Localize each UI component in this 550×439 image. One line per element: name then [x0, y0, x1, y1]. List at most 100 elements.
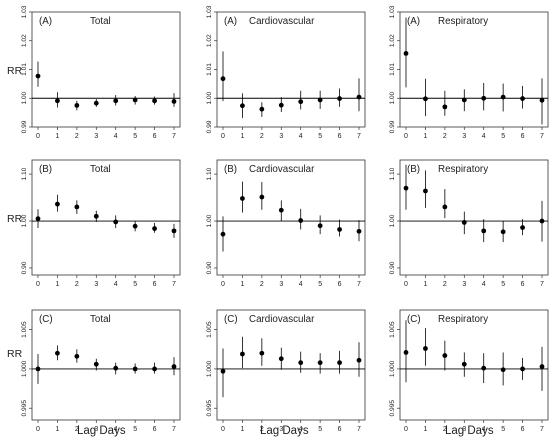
panel-b-2: 0.90 1.00 1.10 0 1 2 3 4 5 6 7 (B) Cardiovascular: [206, 159, 366, 288]
data-point: [356, 94, 362, 100]
x-tick-label: 1: [423, 133, 427, 140]
data-point: [35, 73, 41, 79]
x-tick-label: 4: [482, 281, 486, 288]
panel-frame: [31, 309, 181, 421]
data-point: [220, 231, 226, 237]
panel-title: Cardiovascular: [249, 16, 315, 27]
x-tick-label: 6: [521, 426, 525, 433]
data-point: [259, 106, 265, 112]
panel-label: (C): [39, 314, 53, 325]
data-point: [93, 361, 99, 367]
data-point: [298, 99, 304, 105]
data-point: [481, 365, 487, 371]
data-point: [337, 96, 342, 101]
y-tick-label: 0.90: [21, 261, 28, 274]
data-point: [35, 216, 41, 222]
y-tick-label: 1.000: [206, 360, 213, 377]
data-point: [74, 204, 80, 210]
x-tick-label: 1: [240, 281, 244, 288]
data-point: [278, 356, 284, 362]
x-tick-label: 4: [299, 133, 303, 140]
panel-label: (A): [407, 16, 420, 27]
y-tick-label: 0.90: [206, 261, 213, 274]
y-axis-label: RR: [7, 213, 23, 225]
x-tick-label: 0: [221, 281, 225, 288]
data-point: [171, 364, 177, 369]
panel-title: Cardiovascular: [249, 164, 315, 175]
panel-title: Respiratory: [438, 314, 488, 325]
x-tick-label: 6: [153, 426, 157, 433]
data-point: [423, 346, 428, 351]
data-point: [132, 97, 138, 103]
data-point: [93, 213, 99, 219]
data-point: [298, 360, 304, 366]
data-point: [240, 351, 245, 357]
x-tick-label: 3: [279, 133, 283, 140]
data-point: [423, 188, 428, 194]
x-tick-label: 4: [114, 133, 118, 140]
x-tick-label: 3: [462, 281, 466, 288]
panel-label: (C): [224, 314, 238, 325]
panel-frame: [216, 11, 366, 128]
data-point: [423, 96, 428, 102]
x-tick-label: 1: [55, 281, 59, 288]
x-tick-label: 1: [240, 133, 244, 140]
data-point: [259, 350, 265, 356]
x-tick-label: 2: [260, 281, 264, 288]
x-tick-label: 5: [501, 133, 505, 140]
data-point: [317, 97, 323, 103]
y-tick-label: 1.005: [206, 321, 213, 338]
data-point: [113, 219, 119, 225]
data-point: [539, 364, 545, 369]
x-tick-label: 2: [260, 426, 264, 433]
data-point: [220, 76, 226, 82]
panel-frame: [216, 159, 366, 276]
data-point: [278, 207, 284, 213]
x-tick-label: 3: [462, 133, 466, 140]
x-tick-label: 7: [357, 426, 361, 433]
y-tick-label: 1.02: [206, 34, 213, 47]
data-point: [171, 99, 177, 104]
data-point: [520, 96, 525, 101]
data-point: [240, 196, 245, 201]
x-tick-label: 2: [443, 426, 447, 433]
data-point: [461, 97, 467, 103]
x-tick-label: 3: [94, 281, 98, 288]
data-point: [152, 366, 157, 372]
y-axis-label: RR: [7, 348, 23, 360]
panel-frame: [216, 309, 366, 421]
x-tick-label: 5: [318, 281, 322, 288]
y-tick-label: 1.03: [206, 5, 213, 18]
data-point: [317, 223, 323, 229]
y-tick-label: 0.995: [389, 400, 396, 417]
x-tick-label: 0: [36, 133, 40, 140]
data-point: [461, 361, 467, 367]
data-point: [481, 95, 487, 101]
data-point: [461, 220, 467, 225]
data-point: [220, 368, 226, 374]
y-tick-label: 1.10: [206, 167, 213, 180]
x-tick-label: 6: [338, 133, 342, 140]
x-tick-label: 0: [36, 426, 40, 433]
x-tick-label: 5: [501, 281, 505, 288]
panel-frame: [31, 11, 181, 128]
panel-c-1: 0.995 1.000 1.005 0 1 2 3 4 5 6 7 (C) Total: [21, 309, 181, 433]
x-tick-label: 7: [172, 133, 176, 140]
x-tick-label: 4: [482, 133, 486, 140]
x-tick-label: 2: [75, 133, 79, 140]
x-tick-label: 0: [221, 426, 225, 433]
panel-b-3: 0.90 1.00 1.10 0 1 2 3 4 5 6 7 (B) Respiratory: [389, 159, 549, 288]
x-tick-label: 1: [423, 426, 427, 433]
x-tick-label: 0: [404, 133, 408, 140]
y-tick-label: 1.01: [206, 63, 213, 76]
x-tick-label: 3: [94, 133, 98, 140]
panel-c-3: 0.995 1.000 1.005 0 1 2 3 4 5 6 7 (C) Respiratory: [389, 309, 549, 433]
data-point: [481, 228, 487, 234]
y-tick-label: 1.01: [389, 63, 396, 76]
x-tick-label: 6: [521, 133, 525, 140]
y-tick-label: 1.10: [21, 167, 28, 180]
x-axis-label: Lag Days: [445, 425, 494, 437]
panel-label: (B): [224, 164, 237, 175]
x-tick-label: 5: [318, 426, 322, 433]
